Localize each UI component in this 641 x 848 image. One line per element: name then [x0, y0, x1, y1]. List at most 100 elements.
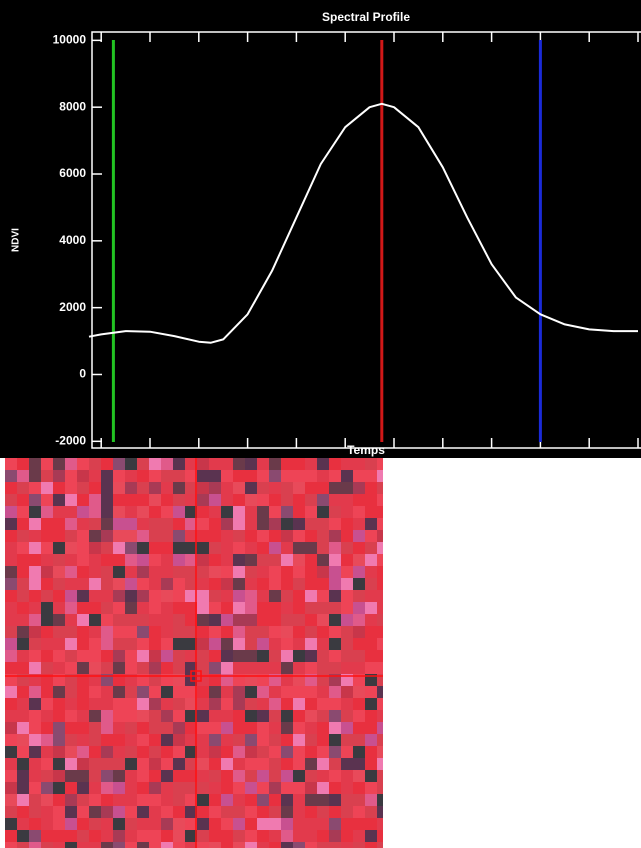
- image-pixel: [149, 758, 161, 770]
- image-pixel: [209, 458, 221, 470]
- image-pixel: [161, 782, 173, 794]
- image-pixel: [341, 674, 353, 686]
- image-pixel: [29, 494, 41, 506]
- image-pixel: [365, 746, 377, 758]
- image-pixel: [185, 698, 197, 710]
- image-pixel: [293, 782, 305, 794]
- image-pixel: [137, 578, 149, 590]
- image-pixel: [317, 770, 329, 782]
- image-pixel: [269, 566, 281, 578]
- image-pixel: [185, 458, 197, 470]
- image-pixel: [377, 686, 383, 698]
- image-pixel: [281, 818, 293, 830]
- image-pixel: [125, 770, 137, 782]
- image-pixel: [89, 614, 101, 626]
- image-pixel: [41, 518, 53, 530]
- image-pixel: [17, 638, 29, 650]
- image-pixel: [113, 842, 125, 848]
- image-pixel: [137, 794, 149, 806]
- image-pixel: [317, 518, 329, 530]
- image-pixel: [365, 506, 377, 518]
- image-pixel: [29, 458, 41, 470]
- image-pixel: [305, 614, 317, 626]
- image-pixel: [77, 614, 89, 626]
- image-pixel: [101, 494, 113, 506]
- image-pixel: [257, 458, 269, 470]
- image-pixel: [293, 506, 305, 518]
- image-pixel: [341, 662, 353, 674]
- image-pixel: [113, 482, 125, 494]
- image-pixel: [245, 530, 257, 542]
- image-pixel: [269, 518, 281, 530]
- image-pixel: [245, 566, 257, 578]
- image-pixel: [257, 470, 269, 482]
- image-pixel: [29, 554, 41, 566]
- image-pixel: [149, 530, 161, 542]
- image-pixel: [377, 542, 383, 554]
- image-pixel: [281, 638, 293, 650]
- image-pixel: [137, 566, 149, 578]
- image-pixel: [293, 842, 305, 848]
- image-pixel: [41, 506, 53, 518]
- image-pixel: [65, 638, 77, 650]
- image-pixel: [329, 494, 341, 506]
- image-pixel: [29, 590, 41, 602]
- image-pixel: [269, 830, 281, 842]
- image-pixel: [341, 758, 353, 770]
- image-pixel: [173, 770, 185, 782]
- image-pixel: [233, 590, 245, 602]
- image-pixel: [77, 542, 89, 554]
- image-pixel: [245, 578, 257, 590]
- image-pixel: [209, 830, 221, 842]
- image-pixel: [113, 578, 125, 590]
- image-pixel: [353, 806, 365, 818]
- image-pixel: [209, 506, 221, 518]
- image-pixel: [161, 674, 173, 686]
- image-pixel: [341, 614, 353, 626]
- image-pixel: [29, 830, 41, 842]
- image-pixel: [113, 758, 125, 770]
- image-pixel: [89, 470, 101, 482]
- image-pixel: [341, 530, 353, 542]
- image-pixel: [173, 806, 185, 818]
- image-pixel: [365, 614, 377, 626]
- image-pixel: [41, 746, 53, 758]
- image-pixel: [113, 806, 125, 818]
- image-pixel: [293, 578, 305, 590]
- image-pixel: [365, 650, 377, 662]
- image-pixel: [329, 638, 341, 650]
- image-pixel: [233, 518, 245, 530]
- image-pixel: [197, 698, 209, 710]
- image-pixel: [29, 506, 41, 518]
- image-pixel: [281, 794, 293, 806]
- image-pixel: [281, 782, 293, 794]
- image-pixel: [29, 758, 41, 770]
- image-pixel: [41, 554, 53, 566]
- image-pixel: [77, 710, 89, 722]
- image-pixel: [377, 722, 383, 734]
- image-pixel: [65, 746, 77, 758]
- image-pixel: [17, 494, 29, 506]
- image-pixel: [281, 662, 293, 674]
- image-pixel: [77, 578, 89, 590]
- image-pixel: [173, 530, 185, 542]
- image-pixel: [149, 818, 161, 830]
- image-pixel: [137, 818, 149, 830]
- image-pixel: [329, 830, 341, 842]
- image-pixel: [197, 806, 209, 818]
- image-pixel: [197, 758, 209, 770]
- image-pixel: [149, 506, 161, 518]
- image-pixel: [17, 830, 29, 842]
- image-pixel: [245, 554, 257, 566]
- image-pixel: [341, 650, 353, 662]
- image-pixel: [65, 650, 77, 662]
- image-pixel: [317, 458, 329, 470]
- image-pixel: [137, 554, 149, 566]
- image-pixel: [245, 494, 257, 506]
- image-pixel: [245, 830, 257, 842]
- image-pixel: [101, 614, 113, 626]
- image-pixel: [233, 554, 245, 566]
- image-pixel: [257, 482, 269, 494]
- x-tick-label: 46: [631, 457, 641, 458]
- image-pixel: [293, 530, 305, 542]
